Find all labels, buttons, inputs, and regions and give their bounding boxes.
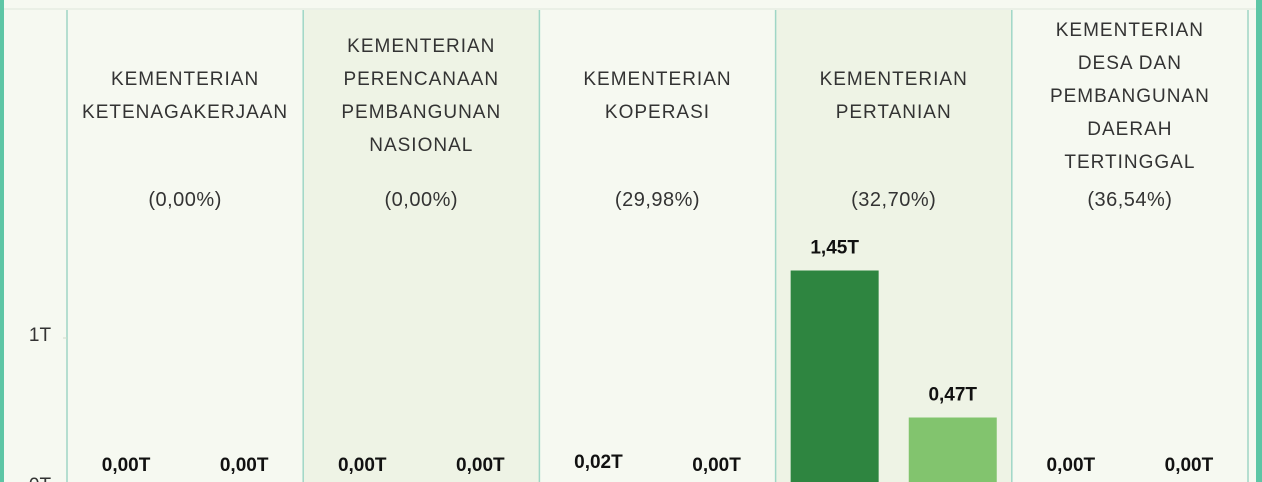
category-label: KEMENTERIAN DESA DAN PEMBANGUNAN DAERAH … <box>1049 19 1210 173</box>
value-label: 1,45T <box>810 238 859 259</box>
category-share: (0,00%) <box>384 188 459 211</box>
value-label: 0,00T <box>1047 455 1096 476</box>
frame-left <box>0 0 4 482</box>
value-label: 0,00T <box>338 455 387 476</box>
panel-shade <box>304 10 539 482</box>
category-label: KEMENTERIAN PERENCANAAN PEMBANGUNAN NASI… <box>341 36 502 156</box>
value-label: 0,00T <box>692 455 741 476</box>
y-tick-label: 0T <box>29 475 52 482</box>
value-label: 0,02T <box>574 452 623 473</box>
category-share: (29,98%) <box>614 188 701 211</box>
category-share: (36,54%) <box>1087 188 1173 211</box>
y-tick-label: 1T <box>29 325 52 346</box>
category-label: KEMENTERIAN KETENAGAKERJAAN <box>82 69 289 123</box>
category-label: KEMENTERIAN KOPERASI <box>583 69 732 123</box>
bar <box>790 270 879 482</box>
value-label: 0,00T <box>1165 455 1214 476</box>
category-share: (32,70%) <box>851 188 937 211</box>
category-share: (0,00%) <box>148 188 222 211</box>
value-label: 0,47T <box>928 385 977 406</box>
category-label: KEMENTERIAN PERTANIAN <box>819 69 968 123</box>
bar <box>908 417 997 482</box>
frame-right <box>1256 0 1262 482</box>
value-label: 0,00T <box>220 455 269 476</box>
value-label: 0,00T <box>102 455 151 476</box>
value-label: 0,00T <box>456 455 505 476</box>
